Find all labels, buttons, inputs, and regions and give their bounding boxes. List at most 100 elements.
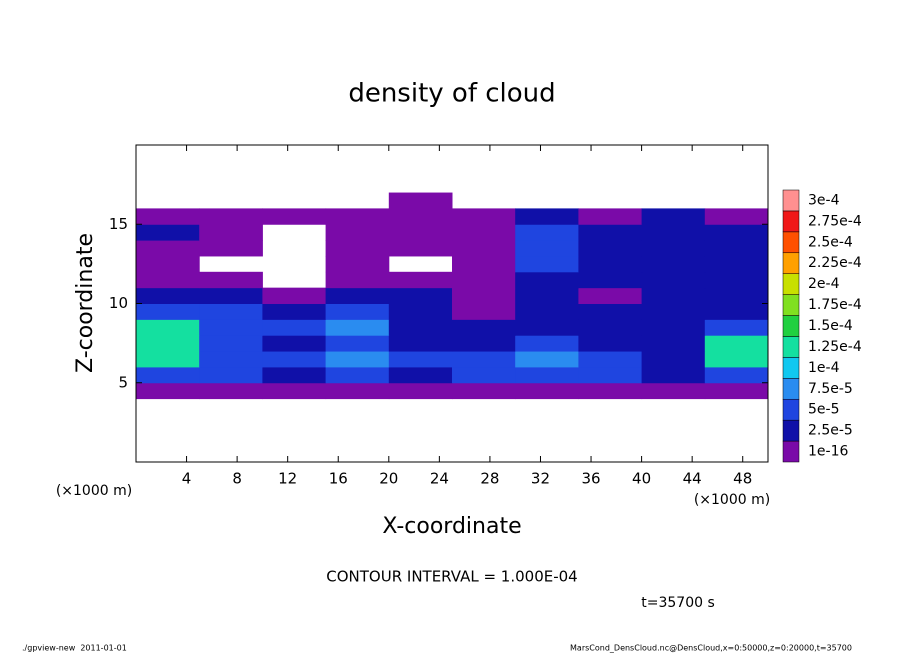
cell (641, 240, 706, 257)
y-tick-label: 10 (109, 294, 128, 312)
cell (452, 240, 516, 257)
cell (388, 351, 453, 368)
cell (199, 319, 263, 336)
x-label: X-coordinate (382, 514, 521, 539)
colorbar-label: 2.75e-4 (808, 213, 862, 229)
cell (388, 208, 453, 225)
cell (704, 319, 769, 336)
cell (578, 335, 643, 352)
cell (452, 335, 516, 352)
cell (136, 271, 200, 289)
chart-title: density of cloud (348, 79, 555, 109)
cell (199, 287, 263, 304)
x-tick-label: 28 (480, 470, 499, 488)
x-tick-label: 8 (232, 470, 242, 488)
cell (136, 351, 200, 368)
colorbar-label: 1e-4 (808, 360, 840, 376)
cell (452, 382, 516, 400)
colorbar-label: 1.75e-4 (808, 297, 862, 313)
cell (578, 224, 643, 241)
cell (325, 240, 390, 257)
cell (641, 335, 706, 352)
cell (704, 255, 769, 273)
cell (452, 208, 516, 225)
colorbar-box (782, 231, 800, 254)
x-tick-label: 32 (531, 470, 550, 488)
colorbar-label: 1e-16 (808, 444, 848, 460)
cell (704, 224, 769, 241)
x-tick-label: 16 (329, 470, 348, 488)
cell (641, 351, 706, 368)
cell (578, 382, 643, 400)
footer-right: MarsCond_DensCloud.nc@DensCloud,x=0:5000… (570, 644, 852, 653)
cell (388, 192, 453, 209)
colorbar-box (782, 419, 800, 442)
cell (515, 255, 579, 273)
cell (641, 224, 706, 241)
y-label: Z-coordinate (73, 233, 98, 373)
cell (452, 351, 516, 368)
cell (136, 208, 200, 225)
cell (262, 208, 327, 225)
cell (515, 208, 579, 225)
cell (578, 303, 643, 320)
cell (262, 382, 327, 400)
cell (578, 351, 643, 368)
colorbar-label: 2.5e-5 (808, 423, 853, 439)
cell (704, 382, 769, 400)
x-tick-label: 20 (379, 470, 398, 488)
cell (388, 287, 453, 304)
cell (641, 255, 706, 273)
y-tick-label: 15 (109, 215, 128, 233)
colorbar-box (782, 378, 800, 400)
colorbar-label: 2.25e-4 (808, 255, 862, 271)
cell (199, 351, 263, 368)
cell (578, 271, 643, 289)
cell (136, 287, 200, 304)
cell (452, 255, 516, 273)
cell (704, 208, 769, 225)
cell (199, 271, 263, 289)
cell (641, 382, 706, 400)
colorbar-box (782, 315, 800, 337)
contour-interval: CONTOUR INTERVAL = 1.000E-04 (326, 568, 577, 586)
cell (325, 255, 390, 273)
cell (388, 335, 453, 352)
cell (325, 319, 390, 336)
cell (199, 382, 263, 400)
x-tick-label: 40 (632, 470, 651, 488)
footer-left: ./gpview-new 2011-01-01 (22, 644, 127, 653)
cell (262, 319, 327, 336)
cell (136, 224, 200, 241)
cell (388, 303, 453, 320)
colorbar-box (782, 336, 800, 358)
cell (515, 271, 579, 289)
cell (641, 366, 706, 384)
colorbar-label: 1.25e-4 (808, 339, 862, 355)
cell (136, 335, 200, 352)
colorbar-box (782, 273, 800, 295)
cell (262, 303, 327, 320)
cell (515, 240, 579, 257)
cell (262, 351, 327, 368)
cell (515, 224, 579, 241)
colorbar-box (782, 189, 800, 212)
cell (515, 382, 579, 400)
x-tick-label: 44 (683, 470, 702, 488)
colorbar-box (782, 440, 800, 463)
cell (388, 271, 453, 289)
cell (452, 271, 516, 289)
cell (199, 224, 263, 241)
colorbar-label: 2.5e-4 (808, 234, 853, 250)
cell (452, 366, 516, 384)
cell (641, 208, 706, 225)
cell (578, 208, 643, 225)
cell (199, 208, 263, 225)
cell (136, 303, 200, 320)
cell (136, 255, 200, 273)
cell (578, 255, 643, 273)
colorbar-label: 7.5e-5 (808, 381, 853, 397)
colorbar-label: 5e-5 (808, 402, 839, 418)
x-tick-label: 12 (278, 470, 297, 488)
